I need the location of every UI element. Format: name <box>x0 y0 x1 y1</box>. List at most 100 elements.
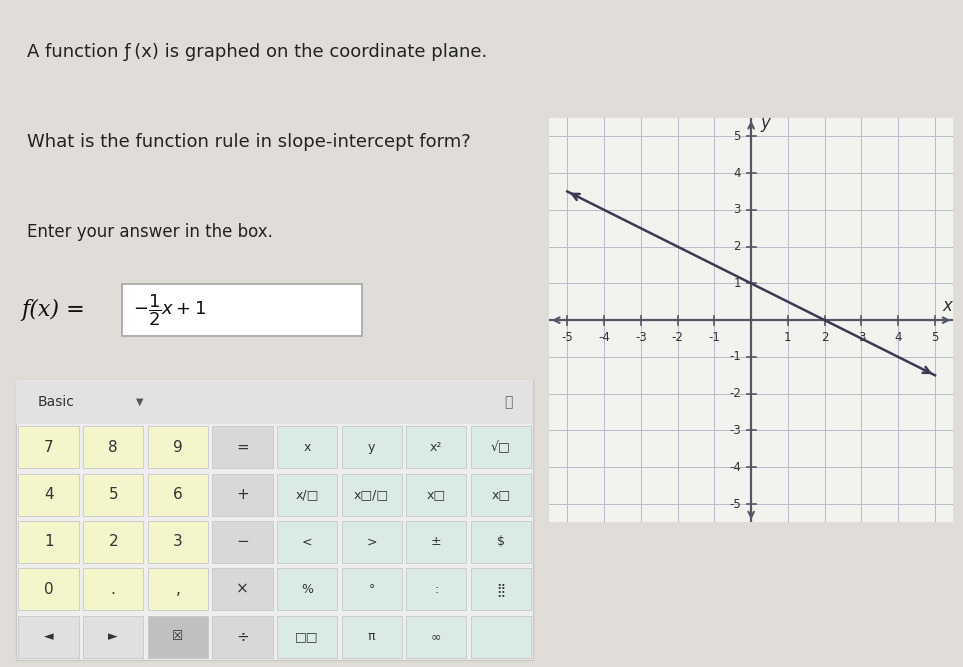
FancyBboxPatch shape <box>18 474 79 516</box>
Text: 8: 8 <box>109 440 118 455</box>
Text: ×: × <box>236 582 248 597</box>
Text: -5: -5 <box>561 331 573 344</box>
FancyBboxPatch shape <box>212 474 273 516</box>
FancyBboxPatch shape <box>147 568 208 610</box>
Text: ±: ± <box>431 536 442 548</box>
Text: -1: -1 <box>709 331 720 344</box>
Text: 2: 2 <box>109 534 118 550</box>
Text: -1: -1 <box>729 350 741 364</box>
Text: f(x) =: f(x) = <box>22 299 86 321</box>
Text: =: = <box>236 440 248 455</box>
FancyBboxPatch shape <box>18 616 79 658</box>
FancyBboxPatch shape <box>471 568 531 610</box>
FancyBboxPatch shape <box>277 426 337 468</box>
Text: %: % <box>301 583 313 596</box>
Text: -2: -2 <box>671 331 684 344</box>
Text: √□: √□ <box>491 441 510 454</box>
Text: ►: ► <box>109 630 118 643</box>
FancyBboxPatch shape <box>83 616 143 658</box>
Text: 1: 1 <box>734 277 741 290</box>
Text: x/□: x/□ <box>296 488 319 501</box>
Text: x□: x□ <box>491 488 510 501</box>
FancyBboxPatch shape <box>83 474 143 516</box>
Text: ⓘ: ⓘ <box>505 395 513 409</box>
Text: -3: -3 <box>729 424 741 437</box>
Text: 2: 2 <box>734 240 741 253</box>
FancyBboxPatch shape <box>147 521 208 563</box>
Text: 3: 3 <box>858 331 865 344</box>
Text: 5: 5 <box>734 130 741 143</box>
Text: :: : <box>434 583 438 596</box>
Text: Basic: Basic <box>39 395 75 409</box>
FancyBboxPatch shape <box>406 616 466 658</box>
Text: ◄: ◄ <box>43 630 53 643</box>
Text: ∞: ∞ <box>431 630 441 643</box>
Text: 5: 5 <box>109 487 118 502</box>
Text: °: ° <box>369 583 375 596</box>
FancyBboxPatch shape <box>342 426 402 468</box>
Text: ,: , <box>175 582 180 597</box>
Text: Enter your answer in the box.: Enter your answer in the box. <box>27 223 273 241</box>
Text: -4: -4 <box>598 331 610 344</box>
Text: ⣿: ⣿ <box>496 583 506 596</box>
Text: >: > <box>367 536 377 548</box>
FancyBboxPatch shape <box>18 521 79 563</box>
FancyBboxPatch shape <box>147 616 208 658</box>
Text: x□: x□ <box>427 488 446 501</box>
Text: 0: 0 <box>43 582 53 597</box>
Text: 1: 1 <box>43 534 53 550</box>
Text: π: π <box>368 630 376 643</box>
FancyBboxPatch shape <box>406 474 466 516</box>
FancyBboxPatch shape <box>471 426 531 468</box>
FancyBboxPatch shape <box>277 616 337 658</box>
Text: -5: -5 <box>729 498 741 510</box>
FancyBboxPatch shape <box>406 521 466 563</box>
FancyBboxPatch shape <box>471 474 531 516</box>
FancyBboxPatch shape <box>16 380 534 424</box>
FancyBboxPatch shape <box>212 568 273 610</box>
Text: x²: x² <box>430 441 442 454</box>
FancyBboxPatch shape <box>471 521 531 563</box>
Text: 4: 4 <box>895 331 902 344</box>
Text: $-\dfrac{1}{2}x+1$: $-\dfrac{1}{2}x+1$ <box>133 292 207 327</box>
FancyBboxPatch shape <box>18 568 79 610</box>
FancyBboxPatch shape <box>83 426 143 468</box>
FancyBboxPatch shape <box>212 426 273 468</box>
Text: -3: -3 <box>635 331 647 344</box>
FancyBboxPatch shape <box>147 426 208 468</box>
Text: 7: 7 <box>43 440 53 455</box>
Text: 3: 3 <box>734 203 741 216</box>
FancyBboxPatch shape <box>471 616 531 658</box>
Text: 5: 5 <box>931 331 939 344</box>
Text: 4: 4 <box>734 167 741 179</box>
Text: ☒: ☒ <box>172 630 184 643</box>
Text: 9: 9 <box>173 440 183 455</box>
FancyBboxPatch shape <box>406 426 466 468</box>
FancyBboxPatch shape <box>122 284 362 336</box>
FancyBboxPatch shape <box>16 380 534 660</box>
Text: -2: -2 <box>729 388 741 400</box>
Text: +: + <box>236 487 248 502</box>
Text: y: y <box>760 115 770 133</box>
FancyBboxPatch shape <box>277 474 337 516</box>
FancyBboxPatch shape <box>277 568 337 610</box>
FancyBboxPatch shape <box>342 568 402 610</box>
Text: ÷: ÷ <box>236 629 248 644</box>
FancyBboxPatch shape <box>277 521 337 563</box>
Text: -4: -4 <box>729 461 741 474</box>
FancyBboxPatch shape <box>83 521 143 563</box>
Text: 4: 4 <box>43 487 53 502</box>
Text: A function ƒ (x) is graphed on the coordinate plane.: A function ƒ (x) is graphed on the coord… <box>27 43 487 61</box>
FancyBboxPatch shape <box>147 474 208 516</box>
Text: □□: □□ <box>296 630 319 643</box>
Text: <: < <box>301 536 312 548</box>
Text: 3: 3 <box>173 534 183 550</box>
Text: −: − <box>236 534 248 550</box>
FancyBboxPatch shape <box>342 521 402 563</box>
FancyBboxPatch shape <box>406 568 466 610</box>
FancyBboxPatch shape <box>212 521 273 563</box>
FancyBboxPatch shape <box>342 616 402 658</box>
Text: ▼: ▼ <box>136 397 143 407</box>
FancyBboxPatch shape <box>212 616 273 658</box>
FancyBboxPatch shape <box>342 474 402 516</box>
